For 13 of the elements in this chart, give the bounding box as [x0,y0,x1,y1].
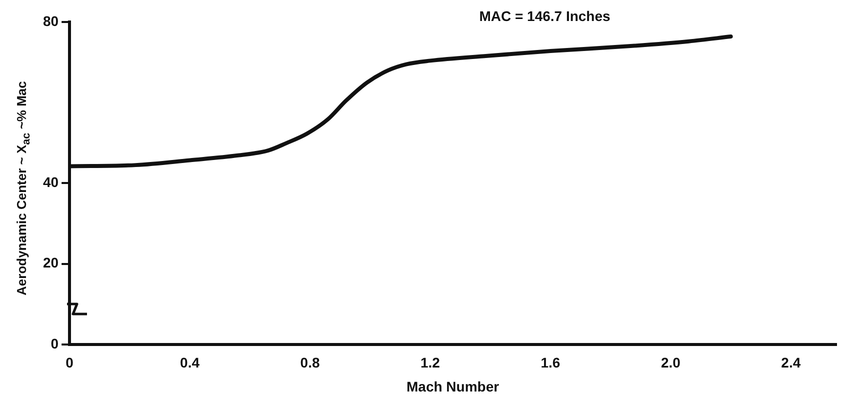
y-tick-label: 0 [50,335,59,352]
x-tick-label: 1.2 [420,354,440,371]
annotation: MAC = 146.7 Inches [479,8,611,24]
x-axis-title: Mach Number [406,378,500,394]
x-tick-label: 0.4 [180,354,200,371]
y-tick-label: 20 [42,254,59,271]
y-tick-label: 80 [42,12,59,29]
x-tick-label: 0.8 [300,354,320,371]
y-tick-label: 40 [42,174,59,190]
x-tick-label: 0 [66,354,74,371]
x-tick-label: 2.4 [781,354,801,371]
x-tick-label: 1.6 [540,354,560,371]
x-tick-label: 2.0 [660,354,681,371]
